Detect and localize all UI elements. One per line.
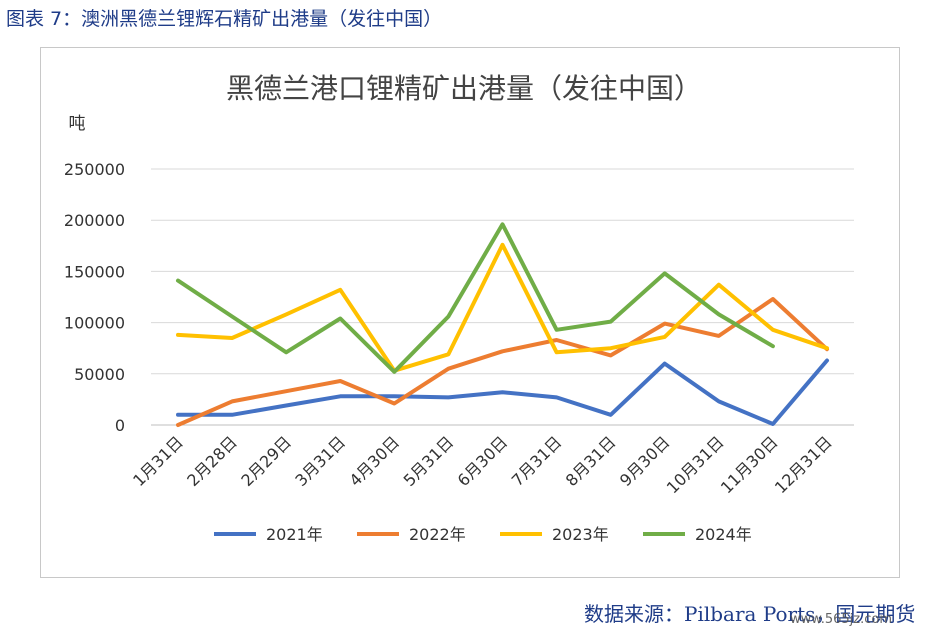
line-chart: 黑德兰港口锂精矿出港量（发往中国） 吨 0 50000 100000 150000 20… (64, 72, 854, 544)
x-tick-label: 4月30日 (346, 432, 404, 490)
y-axis-label: 吨 (69, 114, 86, 134)
x-tick-label: 6月30日 (454, 432, 512, 490)
chart-title: 黑德兰港口锂精矿出港量（发往中国） (226, 72, 702, 105)
data-source: 数据来源：Pilbara Ports，国元期货 (584, 602, 916, 626)
chart-frame: 黑德兰港口锂精矿出港量（发往中国） 吨 0 50000 100000 150000 20… (40, 47, 900, 578)
x-tick-label: 3月31日 (291, 432, 349, 490)
x-tick-label: 12月31日 (771, 432, 836, 497)
y-tick-label: 50000 (74, 365, 125, 384)
series-line-4 (176, 222, 775, 374)
series-line-3 (176, 242, 829, 373)
y-tick-label: 0 (115, 416, 125, 435)
x-axis-ticks: 1月31日2月28日2月29日3月31日4月30日5月31日6月30日7月31日… (129, 432, 836, 497)
x-tick-label: 7月31日 (508, 432, 566, 490)
legend-label: 2024年 (695, 525, 752, 544)
x-tick-label: 11月30日 (717, 432, 782, 497)
legend-label: 2021年 (266, 525, 323, 544)
x-tick-label: 10月31日 (663, 432, 728, 497)
gridlines (151, 168, 854, 426)
y-tick-label: 200000 (64, 211, 125, 230)
x-tick-label: 2月28日 (183, 432, 241, 490)
series-line-2 (176, 297, 829, 427)
watermark: www.565jz.com (790, 612, 892, 627)
x-tick-label: 5月31日 (400, 432, 458, 490)
series-lines (176, 222, 829, 427)
figure-caption: 图表 7：澳洲黑德兰锂辉石精矿出港量（发往中国） (6, 8, 443, 30)
x-tick-label: 2月29日 (237, 432, 295, 490)
y-tick-label: 250000 (64, 160, 125, 179)
series-line-1 (176, 358, 829, 426)
y-axis-ticks: 0 50000 100000 150000 200000 250000 (64, 160, 125, 435)
legend-label: 2022年 (409, 525, 466, 544)
legend-label: 2023年 (552, 525, 609, 544)
y-tick-label: 100000 (64, 314, 125, 333)
legend: 2021年 2022年 2023年 2024年 (214, 525, 752, 544)
x-tick-label: 1月31日 (129, 432, 187, 490)
x-tick-label: 8月31日 (562, 432, 620, 490)
y-tick-label: 150000 (64, 262, 125, 281)
